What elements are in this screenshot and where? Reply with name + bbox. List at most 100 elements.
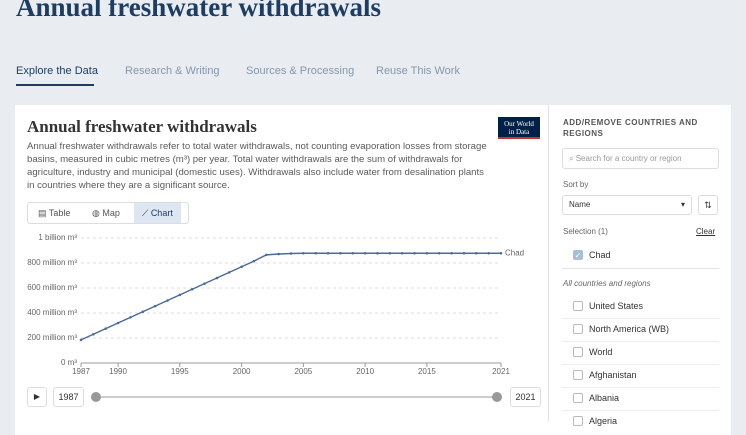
timeline-handle[interactable] xyxy=(492,392,502,402)
y-tick-label: 1 billion m³ xyxy=(38,233,77,242)
separator xyxy=(562,318,719,319)
page-title: Annual freshwater withdrawals xyxy=(16,0,382,22)
checkbox[interactable] xyxy=(573,347,583,357)
x-tick-label: 2010 xyxy=(356,367,374,376)
entity[interactable]: United States xyxy=(589,301,644,311)
all-label: All countries and regions xyxy=(563,279,651,288)
clear-button[interactable]: Clear xyxy=(696,227,716,236)
sort-order-button[interactable]: ⇅ xyxy=(698,195,718,215)
chart: 0 m³ 200 million m³ 400 million m³ 600 mill… xyxy=(27,233,524,376)
view-tab[interactable]: ▤ Table xyxy=(38,208,71,218)
separator xyxy=(562,387,719,388)
point xyxy=(487,251,490,255)
point xyxy=(92,332,95,336)
point xyxy=(376,251,379,255)
x-tick-label: 1995 xyxy=(171,367,189,376)
x-tick-label: 2021 xyxy=(492,367,510,376)
sort-value: Name xyxy=(569,200,591,209)
point xyxy=(400,251,404,255)
x-tick-label: 1990 xyxy=(109,367,127,376)
logo-text: Our World xyxy=(504,120,534,128)
point xyxy=(215,276,219,280)
point xyxy=(203,282,206,285)
entity[interactable]: Afghanistan xyxy=(589,370,637,380)
sidebar-title: ADD/REMOVE COUNTRIES AND REGIONS xyxy=(563,118,698,138)
view-tab[interactable]: ⟋ Chart xyxy=(134,203,181,223)
checkbox[interactable] xyxy=(573,301,583,311)
entity[interactable]: North America (WB) xyxy=(589,324,670,334)
y-tick-label: 600 million m³ xyxy=(27,283,77,292)
chart-subtitle: Annual freshwater withdrawals refer to t… xyxy=(27,141,487,191)
point xyxy=(326,251,330,255)
y-tick-label: 800 million m³ xyxy=(27,258,77,267)
point xyxy=(462,251,466,255)
y-tick-label: 0 m³ xyxy=(61,358,77,367)
point xyxy=(363,251,367,255)
point xyxy=(264,253,268,257)
point xyxy=(190,287,194,291)
checkbox[interactable] xyxy=(573,393,583,403)
divider xyxy=(548,105,549,421)
sort-select[interactable]: Name ▾ xyxy=(562,195,692,215)
separator xyxy=(562,364,719,365)
point xyxy=(129,316,132,319)
logo-text: in Data xyxy=(508,128,530,136)
timeline-start[interactable]: 1987 xyxy=(53,387,84,407)
point xyxy=(178,293,182,297)
search-input[interactable]: ⌕ Search for a country or region xyxy=(562,148,719,169)
line xyxy=(80,252,501,341)
x-tick-label: 2000 xyxy=(233,367,251,376)
timeline-end[interactable]: 2021 xyxy=(510,387,541,407)
point xyxy=(153,304,157,308)
view-tab-label: Table xyxy=(48,208,71,218)
point xyxy=(252,259,256,263)
logo[interactable]: Our World in Data xyxy=(498,117,540,139)
selected-entity[interactable]: Chad xyxy=(589,250,611,260)
series-label: Chad xyxy=(505,248,524,257)
separator xyxy=(562,268,719,269)
y-tick-label: 400 million m³ xyxy=(27,308,77,317)
checkbox-checked[interactable]: ✓ xyxy=(573,250,583,260)
sort-label: Sort by xyxy=(563,180,589,189)
x-tick-label: 1987 xyxy=(72,367,90,376)
entity[interactable]: Albania xyxy=(589,393,620,403)
point xyxy=(499,251,503,255)
point xyxy=(141,310,145,314)
y-tick-label: 200 million m³ xyxy=(27,333,77,342)
point xyxy=(166,299,169,302)
point xyxy=(314,251,318,255)
view-tab[interactable]: ◍ Map xyxy=(92,208,120,218)
play-button[interactable]: ▶ xyxy=(27,387,47,407)
nav-tab[interactable]: Reuse This Work xyxy=(376,65,460,77)
separator xyxy=(562,341,719,342)
nav-tab[interactable]: Explore the Data xyxy=(16,65,98,77)
view-tabs xyxy=(27,202,189,224)
entity[interactable]: World xyxy=(589,347,613,357)
point xyxy=(227,271,231,274)
point xyxy=(450,251,453,255)
point xyxy=(79,338,83,342)
point xyxy=(240,265,243,269)
separator xyxy=(562,410,719,411)
x-tick-label: 2005 xyxy=(294,367,312,376)
active-tab-underline xyxy=(16,84,94,86)
checkbox[interactable] xyxy=(573,370,583,380)
nav-tab[interactable]: Research & Writing xyxy=(125,65,220,77)
checkbox[interactable] xyxy=(573,324,583,334)
search-placeholder: Search for a country or region xyxy=(575,154,682,163)
view-tab-label: Map xyxy=(102,208,120,218)
point xyxy=(339,251,342,255)
point xyxy=(116,321,120,325)
chart-title: Annual freshwater withdrawals xyxy=(27,117,257,136)
point xyxy=(474,251,478,255)
nav-tab[interactable]: Sources & Processing xyxy=(246,65,355,77)
point xyxy=(413,251,416,255)
selection-label: Selection (1) xyxy=(563,227,608,236)
point xyxy=(425,251,429,255)
page: Annual freshwater withdrawals Explore th… xyxy=(15,0,731,435)
point xyxy=(437,251,441,255)
point xyxy=(289,252,293,255)
timeline-handle[interactable] xyxy=(91,392,101,402)
point xyxy=(351,251,355,255)
card xyxy=(15,105,731,435)
